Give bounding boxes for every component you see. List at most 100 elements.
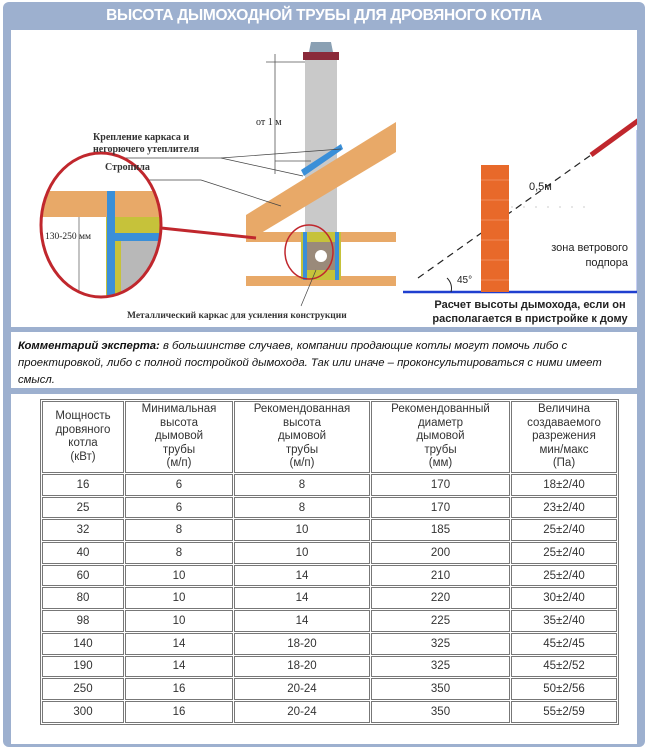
table-cell: 16 bbox=[125, 678, 233, 700]
table-cell: 30±2/40 bbox=[511, 587, 617, 610]
insulation-fastening bbox=[301, 144, 343, 176]
table-cell: 20-24 bbox=[234, 678, 370, 700]
column-header-line: (Па) bbox=[552, 457, 576, 470]
table-cell: 350 bbox=[371, 700, 510, 723]
half-meter-label: 0,5м bbox=[529, 181, 552, 193]
table-cell: 25 bbox=[42, 496, 124, 519]
table-cell: 10 bbox=[234, 519, 370, 542]
table-cell: 14 bbox=[125, 655, 233, 678]
table-cell: 6 bbox=[125, 496, 233, 519]
table-cell: 45±2/52 bbox=[511, 655, 617, 678]
table-cell: 16 bbox=[125, 700, 233, 723]
table-cell: 220 bbox=[371, 587, 510, 610]
chimney-diagram: от 1 м Крепление каркаса и негорючего ут… bbox=[39, 42, 641, 325]
table-cell: 10 bbox=[125, 610, 233, 632]
chimney-pipe bbox=[305, 60, 337, 232]
brick-chimney bbox=[481, 165, 509, 292]
column-header-line: (кВт) bbox=[70, 450, 96, 463]
table-cell: 40 bbox=[42, 542, 124, 564]
column-header-line: разрежения bbox=[532, 430, 596, 443]
comment-lead: Комментарий эксперта: bbox=[18, 340, 160, 352]
height-label: от 1 м bbox=[256, 117, 282, 128]
table-row: 190 14 18-20 325 45±2/52 bbox=[42, 655, 617, 678]
table-cell: 35±2/40 bbox=[511, 610, 617, 632]
angle-label: 45° bbox=[457, 275, 472, 286]
column-header-line: трубы bbox=[162, 443, 196, 456]
column-header-line: (мм) bbox=[428, 457, 453, 470]
column-header-line: дымовой bbox=[416, 430, 465, 443]
table-row: 25 6 8 170 23±2/40 bbox=[42, 496, 617, 519]
column-header: Величина создаваемого разрежения мин/макс (П… bbox=[511, 401, 617, 473]
chimney-height-table: Мощность дровяного котла (кВт) Минимальная вы… bbox=[40, 399, 619, 725]
page-title: ВЫСОТА ДЫМОХОДНОЙ ТРУБЫ ДЛЯ ДРОВЯНОГО КО… bbox=[106, 7, 542, 24]
table-cell: 60 bbox=[42, 564, 124, 587]
table-cell: 210 bbox=[371, 564, 510, 587]
column-header-line: Рекомендованный bbox=[391, 403, 490, 416]
column-header-line: Величина bbox=[538, 403, 590, 416]
rafter-beam bbox=[246, 122, 396, 242]
table-cell: 8 bbox=[125, 542, 233, 564]
table-cell: 325 bbox=[371, 655, 510, 678]
right-caption-line2: располагается в пристройке к дому bbox=[432, 313, 628, 325]
table-row: 140 14 18-20 325 45±2/45 bbox=[42, 632, 617, 655]
wind-zone-label-line1: зона ветрового bbox=[551, 242, 628, 254]
pipe-cap bbox=[309, 42, 333, 52]
floor-beam-bottom bbox=[246, 276, 396, 286]
comment-text: в большинстве случаев, компании продающи… bbox=[18, 340, 602, 386]
table-row: 250 16 20-24 350 50±2/56 bbox=[42, 678, 617, 700]
column-header: Мощность дровяного котла (кВт) bbox=[42, 401, 124, 473]
table-cell: 10 bbox=[125, 564, 233, 587]
gap-label: 130-250 мм bbox=[45, 232, 91, 242]
expert-comment: Комментарий эксперта: в большинстве случ… bbox=[11, 332, 637, 388]
table-cell: 32 bbox=[42, 519, 124, 542]
table-cell: 23±2/40 bbox=[511, 496, 617, 519]
column-header-line: высота bbox=[160, 416, 198, 429]
table-cell: 140 bbox=[42, 632, 124, 655]
table-cell: 190 bbox=[42, 655, 124, 678]
column-header-line: Мощность bbox=[55, 410, 111, 422]
table-cell: 300 bbox=[42, 700, 124, 723]
table-cell: 45±2/45 bbox=[511, 632, 617, 655]
table-cell: 14 bbox=[234, 587, 370, 610]
table-row: 98 10 14 225 35±2/40 bbox=[42, 610, 617, 632]
table-cell: 50±2/56 bbox=[511, 678, 617, 700]
table-cell: 55±2/59 bbox=[511, 700, 617, 723]
table-cell: 325 bbox=[371, 632, 510, 655]
infographic-frame: ВЫСОТА ДЫМОХОДНОЙ ТРУБЫ ДЛЯ ДРОВЯНОГО КО… bbox=[3, 2, 645, 747]
column-header-line: диаметр bbox=[417, 416, 464, 429]
rafters-label: Стропила bbox=[105, 162, 150, 173]
table-cell: 16 bbox=[42, 474, 124, 496]
table-row: 16 6 8 170 18±2/40 bbox=[42, 474, 617, 496]
column-header-line: высота bbox=[283, 416, 321, 429]
diagram-panel: от 1 м Крепление каркаса и негорючего ут… bbox=[11, 30, 641, 327]
column-header-line: дымовой bbox=[154, 430, 204, 443]
table-cell: 8 bbox=[234, 474, 370, 496]
table-cell: 25±2/40 bbox=[511, 542, 617, 564]
column-header-line: дровяного bbox=[55, 423, 111, 436]
column-header-line: Рекомендованная bbox=[253, 403, 351, 416]
column-header-line: трубы bbox=[285, 443, 319, 456]
table-cell: 14 bbox=[125, 632, 233, 655]
table-cell: 170 bbox=[371, 474, 510, 496]
table-row: 40 8 10 200 25±2/40 bbox=[42, 542, 617, 564]
table-panel: Мощность дровяного котла (кВт) Минимальная вы… bbox=[11, 394, 637, 744]
table-cell: 80 bbox=[42, 587, 124, 610]
table-cell: 170 bbox=[371, 496, 510, 519]
column-header-line: Минимальная bbox=[141, 403, 217, 416]
roof-edge bbox=[589, 117, 641, 158]
table-row: 80 10 14 220 30±2/40 bbox=[42, 587, 617, 610]
fastening-label-line1: Крепление каркаса и bbox=[93, 132, 189, 143]
table-cell: 8 bbox=[125, 519, 233, 542]
table-cell: 25±2/40 bbox=[511, 519, 617, 542]
table-cell: 10 bbox=[234, 542, 370, 564]
table-cell: 6 bbox=[125, 474, 233, 496]
table-cell: 8 bbox=[234, 496, 370, 519]
magnified-detail-circle bbox=[39, 151, 163, 299]
column-header-line: дымовой bbox=[277, 430, 327, 443]
table-cell: 18-20 bbox=[234, 655, 370, 678]
table-cell: 225 bbox=[371, 610, 510, 632]
table-row: 32 8 10 185 25±2/40 bbox=[42, 519, 617, 542]
table-cell: 18-20 bbox=[234, 632, 370, 655]
table-cell: 185 bbox=[371, 519, 510, 542]
column-header-line: (м/п) bbox=[289, 457, 315, 470]
